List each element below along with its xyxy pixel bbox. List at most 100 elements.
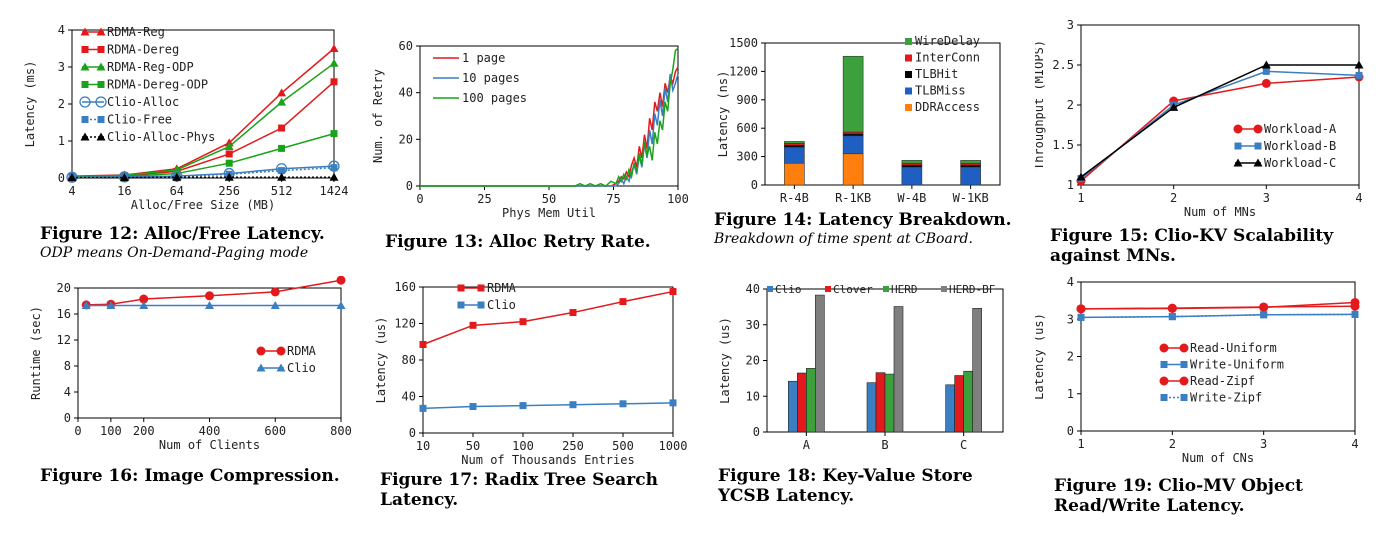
series-line [1080,64,1359,178]
x-tick-label: 600 [264,424,286,438]
legend-marker [96,62,106,71]
y-tick-label: 4 [64,385,71,399]
data-point [278,144,286,152]
y-tick-label: 0 [406,179,413,193]
y-tick-label: 20 [399,132,413,146]
y-tick-label: 0 [64,411,71,425]
data-point [329,58,339,67]
data-point [139,301,149,310]
y-axis-label: Latency (us) [1035,313,1046,400]
y-tick-label: 30 [746,318,760,332]
y-axis-label: Throughput (MIOPS) [1035,40,1046,170]
x-tick-label: 16 [117,184,131,198]
y-axis-label: Latency (us) [718,317,732,404]
series-line [420,47,679,187]
y-axis-label: Latency (us) [374,317,388,404]
caption-fig15-title: Figure 15: Clio-KV Scalability against M… [1050,226,1334,266]
data-point [330,78,338,86]
series-group [66,160,340,183]
y-tick-label: 20 [57,281,71,295]
y-tick-label: 3 [58,60,65,74]
legend-marker [97,46,105,53]
bar [884,373,895,433]
legend-label: 10 pages [462,71,520,85]
bar-segment [901,166,923,186]
chart-fig13: 0 20 40 60 0 25 50 75 100 Phys Mem Util Num. of Re… [371,39,689,220]
data-point [669,288,677,296]
series-group [81,301,346,310]
y-tick-label: 1.5 [1052,138,1074,152]
y-axis-label: Runtime (sec) [30,306,43,400]
x-tick-label: 1000 [659,439,688,453]
y-tick-label: 0 [753,425,760,439]
y-tick-label: 10 [746,389,760,403]
caption-fig17-title: Figure 17: Radix Tree Search Latency. [380,470,658,510]
legend-marker [1159,343,1169,353]
x-tick-label: A [803,438,811,452]
legend-label: Clio [287,361,316,375]
legend-label: Clio-Free [107,113,172,127]
legend-marker [96,132,106,141]
bar-segment [960,160,981,164]
y-tick-label: 40 [402,390,416,404]
bar-segment [842,135,864,155]
data-point [1262,67,1270,75]
legend-label: TLBMiss [915,84,966,98]
y-tick-label: 1 [1067,387,1074,401]
y-tick-label: 3 [1067,18,1074,32]
legend-swatch [905,71,912,78]
legend-label: RDMA-Reg [107,25,165,39]
series-line [420,73,679,187]
data-point [569,401,577,409]
chart-fig14: 0 300 600 900 1200 1500 R-4B R-1KB W-4B W-1KB Late… [716,34,1001,205]
bar [972,308,982,433]
x-tick-label: 1 [1077,437,1084,451]
legend-marker [276,346,286,356]
data-point [278,124,286,132]
x-tick-label: 3 [1263,191,1270,205]
plot-frame [764,42,1001,186]
x-tick-label: R-4B [780,191,809,205]
data-point [330,130,338,138]
legend-label: RDMA-Dereg [107,43,179,57]
series-group [81,276,346,310]
y-tick-label: 40 [399,86,413,100]
x-tick-label: 64 [170,184,184,198]
data-point [336,301,346,310]
y-tick-label: 20 [746,354,760,368]
x-tick-label: 25 [477,192,491,206]
data-point [81,301,91,310]
series-line [422,290,674,346]
chart-fig12: 0 1 2 3 4 4 16 64 256 512 1424 Alloc/Free Size (MB)… [23,23,348,212]
legend-label: Workload-A [1264,122,1337,136]
x-tick-label: 800 [330,424,352,438]
legend-label: InterConn [915,51,980,65]
legend-marker [81,46,89,53]
series-group [1076,297,1360,314]
data-point [519,318,527,326]
x-tick-label: 10 [416,439,430,453]
legend-marker [276,363,286,372]
x-tick-label: C [960,438,967,452]
caption-fig18-title: Figure 18: Key-Value Store YCSB Latency. [718,466,973,506]
x-tick-label: 4 [1355,191,1362,205]
legend-label: TLBHit [915,67,958,81]
data-point [67,173,77,182]
bar [875,372,886,433]
bar [815,294,825,433]
x-axis-label: Alloc/Free Size (MB) [131,198,276,212]
y-tick-label: 0 [58,171,65,185]
x-tick-label: 500 [612,439,634,453]
legend-marker [1160,394,1168,401]
legend-label: Clover [833,283,873,296]
legend-marker [1159,376,1169,386]
data-point [1354,60,1364,69]
y-tick-label: 12 [57,333,71,347]
data-point [1076,304,1086,314]
caption-fig12-subtitle: ODP means On-Demand-Paging mode [40,245,309,261]
data-point [1169,102,1179,111]
x-tick-label: 100 [100,424,122,438]
legend-marker [477,301,485,309]
legend-label: DDRAccess [915,100,980,114]
